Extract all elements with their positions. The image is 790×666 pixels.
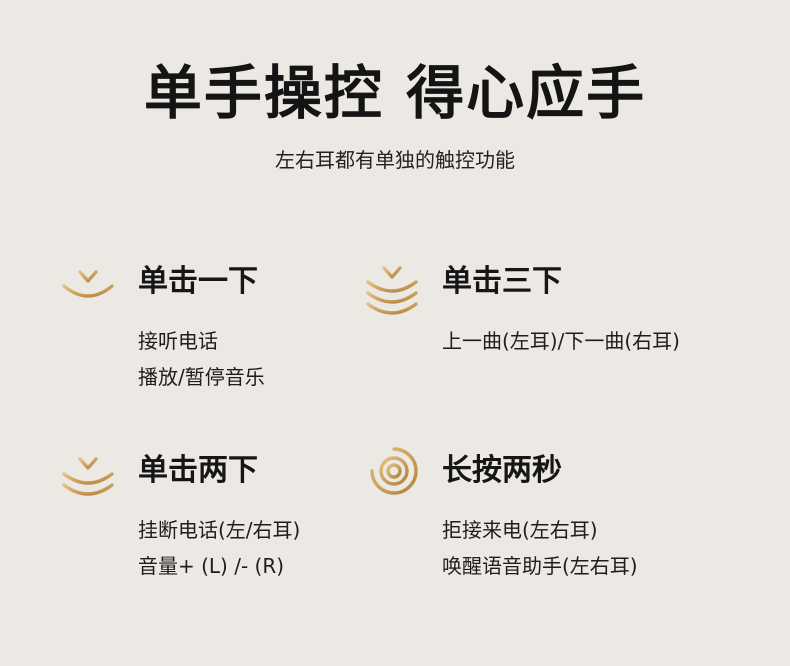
- gesture-action: 拒接来电(左右耳): [442, 518, 598, 542]
- gesture-heading: 单击两下: [138, 453, 258, 488]
- gesture-action: 音量+ (L) /- (R): [138, 554, 285, 578]
- long-press-icon: [364, 443, 420, 507]
- gesture-heading: 单击一下: [138, 264, 258, 299]
- double-tap-icon: [60, 443, 116, 507]
- gesture-action: 唤醒语音助手(左右耳): [442, 554, 638, 578]
- triple-tap-icon: [364, 254, 420, 318]
- gesture-heading: 长按两秒: [442, 453, 562, 488]
- gesture-action: 接听电话: [138, 329, 218, 353]
- single-tap-icon: [60, 254, 116, 318]
- gesture-card-single-tap: 单击一下 接听电话 播放/暂停音乐: [60, 254, 390, 404]
- page-subtitle: 左右耳都有单独的触控功能: [275, 148, 515, 172]
- gesture-card-triple-tap: 单击三下 上一曲(左耳)/下一曲(右耳): [364, 254, 694, 404]
- gesture-heading: 单击三下: [442, 264, 562, 299]
- gesture-action: 挂断电话(左/右耳): [138, 518, 301, 542]
- gesture-card-long-press: 长按两秒 拒接来电(左右耳) 唤醒语音助手(左右耳): [364, 443, 694, 593]
- gesture-card-double-tap: 单击两下 挂断电话(左/右耳) 音量+ (L) /- (R): [60, 443, 390, 593]
- gesture-action: 播放/暂停音乐: [138, 365, 265, 389]
- page-title: 单手操控 得心应手: [143, 59, 647, 127]
- gesture-action: 上一曲(左耳)/下一曲(右耳): [442, 329, 680, 353]
